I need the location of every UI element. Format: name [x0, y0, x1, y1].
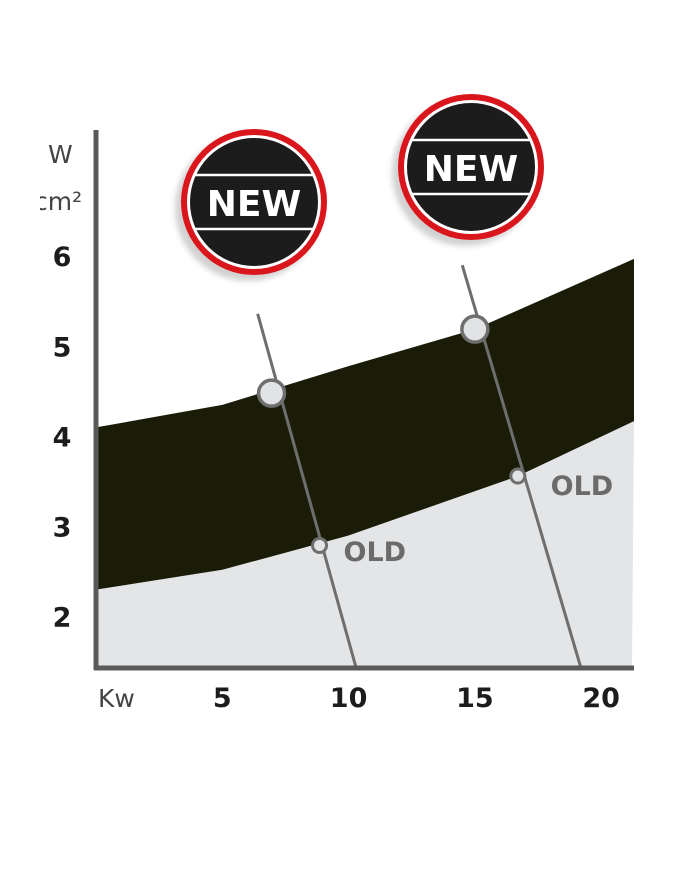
new-point-2: [460, 314, 490, 344]
y-tick-label: 4: [53, 422, 72, 453]
old-label-2: OLD: [551, 471, 614, 502]
x-axis-label: Kw: [98, 684, 135, 713]
x-tick-label: 10: [330, 683, 368, 714]
badge-disc: [407, 103, 535, 231]
y-tick-label: 5: [53, 332, 72, 363]
new-badge-2: NEW: [398, 94, 544, 240]
efficiency-band: [96, 258, 634, 590]
plot-area: OLD OLD: [96, 258, 634, 669]
lower-area: [96, 421, 634, 668]
y-tick-label: 2: [53, 603, 72, 634]
old-point-2: [509, 467, 527, 485]
x-tick-label: 20: [582, 683, 620, 714]
y-tick-label: 6: [53, 242, 72, 273]
old-point-1: [311, 536, 329, 554]
new-point-1: [256, 378, 287, 408]
y-tick-label: 3: [53, 513, 72, 544]
badge-disc: [190, 138, 318, 266]
x-tick-label: 5: [213, 683, 232, 714]
new-badge-1: NEW: [181, 129, 327, 275]
y-axis-label-unit-top: W: [48, 140, 73, 169]
guide-line-1: [256, 313, 358, 669]
x-tick-label: 15: [456, 683, 494, 714]
badge-label: NEW: [207, 184, 301, 225]
old-label-1: OLD: [344, 537, 407, 568]
y-axis-label-unit-bottom: cm²: [34, 187, 82, 216]
badge-label: NEW: [424, 149, 518, 190]
